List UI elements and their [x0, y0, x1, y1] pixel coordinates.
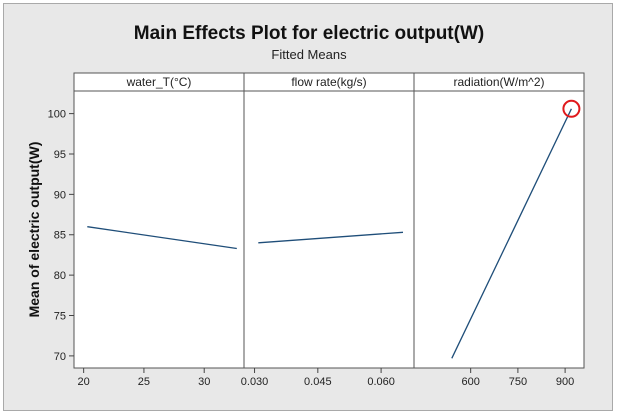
x-tick-label: 25 — [138, 376, 150, 388]
x-tick-label: 750 — [509, 376, 527, 388]
plot-area — [73, 72, 585, 369]
y-tick-label: 70 — [54, 351, 66, 363]
y-tick-label: 85 — [54, 230, 66, 242]
y-tick-label: 90 — [54, 189, 66, 201]
x-tick-label: 20 — [78, 376, 90, 388]
x-tick-label: 0.045 — [304, 376, 332, 388]
y-tick-label: 95 — [54, 149, 66, 161]
highlight-circle — [562, 99, 581, 118]
y-tick-label: 75 — [54, 311, 66, 323]
y-axis-label: Mean of electric output(W) — [26, 142, 42, 318]
effect-line — [258, 231, 404, 244]
panel-header-label: flow rate(kg/s) — [291, 75, 366, 89]
panel-header-label: radiation(W/m^2) — [454, 75, 545, 89]
y-tick-label: 80 — [54, 270, 66, 282]
x-tick-label: 600 — [461, 376, 479, 388]
y-tick-label: 100 — [48, 109, 66, 121]
chart-title: Main Effects Plot for electric output(W) — [133, 23, 485, 44]
x-tick-label: 30 — [198, 376, 210, 388]
panel-header-label: water_T(°C) — [126, 75, 192, 89]
effect-line — [87, 226, 237, 250]
x-tick-label: 900 — [556, 376, 574, 388]
x-tick-label: 0.030 — [241, 376, 269, 388]
effect-line — [451, 108, 572, 359]
x-tick-label: 0.060 — [367, 376, 395, 388]
chart-subtitle: Fitted Means — [271, 47, 347, 62]
